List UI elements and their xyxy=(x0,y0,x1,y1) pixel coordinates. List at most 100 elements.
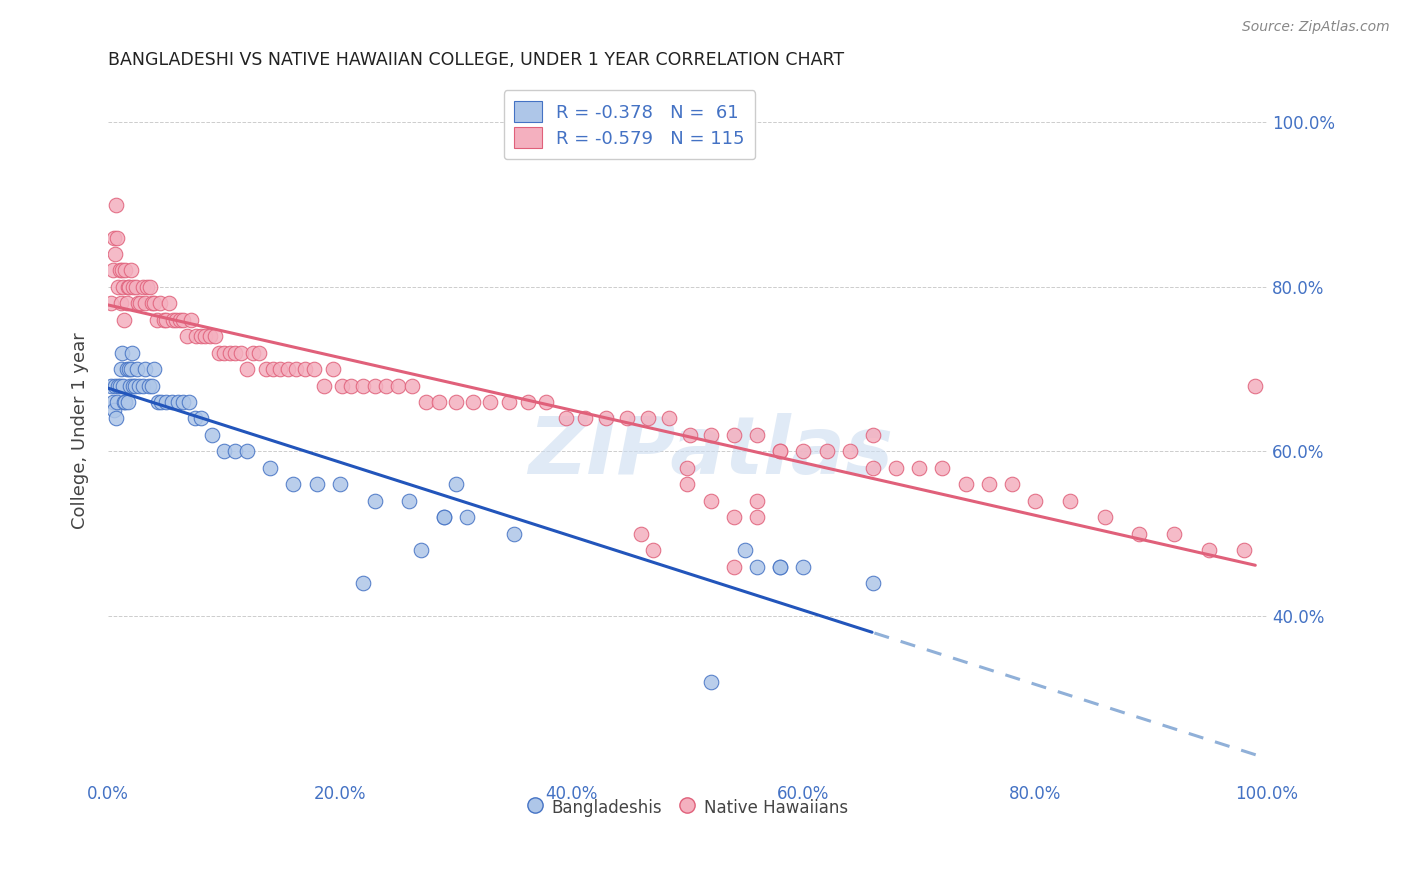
Point xyxy=(117,280,139,294)
Point xyxy=(862,576,884,591)
Point xyxy=(127,296,149,310)
Point xyxy=(100,378,122,392)
Point xyxy=(516,395,538,409)
Point xyxy=(931,460,953,475)
Point xyxy=(259,460,281,475)
Point xyxy=(409,543,432,558)
Point xyxy=(104,247,127,261)
Point xyxy=(184,411,207,425)
Point xyxy=(277,362,299,376)
Point xyxy=(699,428,721,442)
Point xyxy=(1163,526,1185,541)
Point xyxy=(534,395,557,409)
Point xyxy=(479,395,502,409)
Point xyxy=(112,280,135,294)
Point xyxy=(114,395,136,409)
Point xyxy=(134,296,156,310)
Point xyxy=(122,378,145,392)
Point xyxy=(977,477,1000,491)
Point xyxy=(138,280,160,294)
Point xyxy=(498,395,520,409)
Point xyxy=(444,477,467,491)
Point xyxy=(107,378,129,392)
Point xyxy=(103,230,125,244)
Point xyxy=(108,378,131,392)
Point xyxy=(101,395,124,409)
Point xyxy=(699,493,721,508)
Point xyxy=(769,559,792,574)
Point xyxy=(150,395,173,409)
Point xyxy=(100,296,122,310)
Point xyxy=(169,313,191,327)
Point xyxy=(387,378,409,392)
Point xyxy=(236,362,259,376)
Point xyxy=(723,428,745,442)
Point xyxy=(128,378,150,392)
Point xyxy=(103,403,125,417)
Point xyxy=(115,296,138,310)
Point xyxy=(1198,543,1220,558)
Point xyxy=(641,543,664,558)
Point xyxy=(190,329,212,343)
Point xyxy=(184,329,207,343)
Point xyxy=(1059,493,1081,508)
Point xyxy=(745,510,768,524)
Point xyxy=(792,559,814,574)
Point xyxy=(115,362,138,376)
Point xyxy=(208,345,231,359)
Point xyxy=(138,378,160,392)
Point xyxy=(132,280,155,294)
Point xyxy=(699,674,721,689)
Point xyxy=(269,362,291,376)
Point xyxy=(107,280,129,294)
Legend: Bangladeshis, Native Hawaiians: Bangladeshis, Native Hawaiians xyxy=(520,790,855,824)
Point xyxy=(862,460,884,475)
Point xyxy=(224,444,246,458)
Point xyxy=(554,411,576,425)
Point xyxy=(676,477,699,491)
Point xyxy=(141,296,163,310)
Point xyxy=(162,313,184,327)
Point xyxy=(120,263,142,277)
Point xyxy=(363,493,385,508)
Y-axis label: College, Under 1 year: College, Under 1 year xyxy=(72,333,89,529)
Point xyxy=(110,296,132,310)
Point xyxy=(112,378,135,392)
Point xyxy=(110,362,132,376)
Point xyxy=(149,296,172,310)
Point xyxy=(105,230,128,244)
Point xyxy=(1094,510,1116,524)
Point xyxy=(1128,526,1150,541)
Point xyxy=(155,395,177,409)
Point xyxy=(204,329,226,343)
Point xyxy=(111,263,134,277)
Point xyxy=(179,395,201,409)
Point xyxy=(679,428,702,442)
Point xyxy=(165,313,187,327)
Point xyxy=(118,280,141,294)
Point xyxy=(101,263,124,277)
Point xyxy=(838,444,860,458)
Point xyxy=(105,411,128,425)
Point xyxy=(143,362,166,376)
Point xyxy=(190,411,212,425)
Point xyxy=(304,362,326,376)
Point xyxy=(134,362,156,376)
Point xyxy=(769,444,792,458)
Point xyxy=(111,345,134,359)
Point xyxy=(129,296,152,310)
Point xyxy=(908,460,931,475)
Point xyxy=(146,395,169,409)
Point xyxy=(112,313,135,327)
Point xyxy=(352,576,374,591)
Point xyxy=(194,329,217,343)
Point xyxy=(112,395,135,409)
Point xyxy=(745,559,768,574)
Point xyxy=(745,493,768,508)
Point xyxy=(330,378,353,392)
Point xyxy=(884,460,907,475)
Point xyxy=(375,378,398,392)
Point xyxy=(236,444,259,458)
Point xyxy=(815,444,838,458)
Point xyxy=(145,313,167,327)
